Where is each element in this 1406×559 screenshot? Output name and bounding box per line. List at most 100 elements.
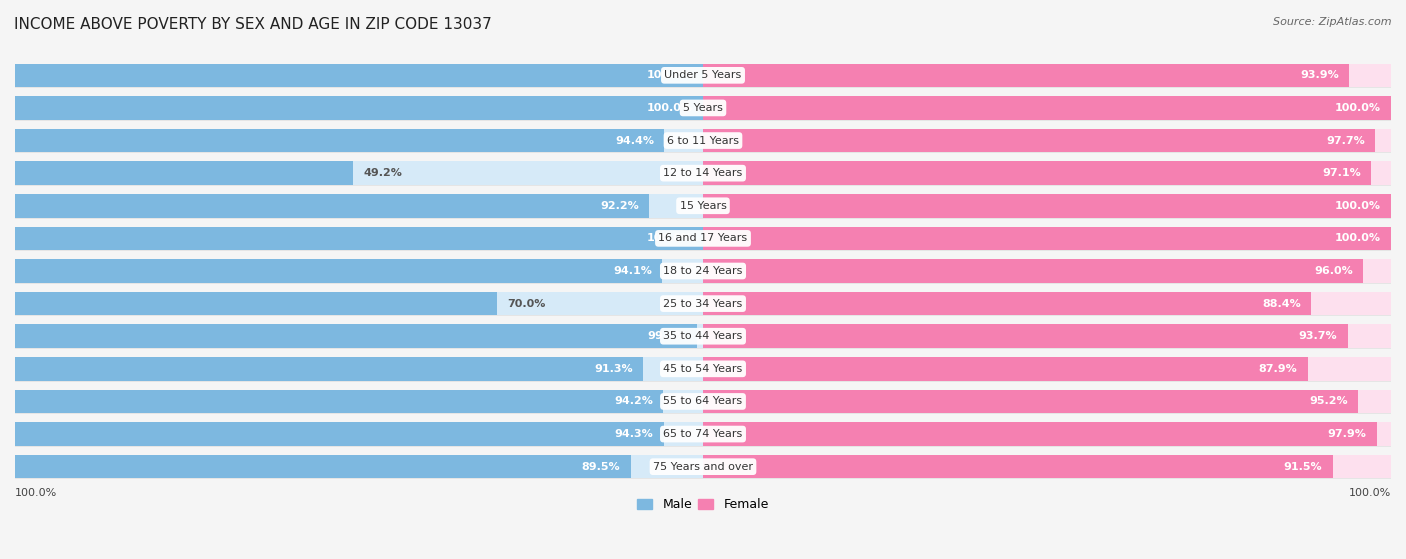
Bar — [703, 226, 1391, 250]
Text: 94.1%: 94.1% — [613, 266, 652, 276]
Bar — [15, 194, 703, 217]
Bar — [703, 162, 1391, 185]
Text: 88.4%: 88.4% — [1263, 299, 1301, 309]
Text: 5 Years: 5 Years — [683, 103, 723, 113]
Bar — [703, 324, 1348, 348]
Bar — [703, 259, 1391, 283]
Legend: Male, Female: Male, Female — [633, 493, 773, 517]
Bar — [703, 422, 1376, 446]
Text: 99.1%: 99.1% — [648, 331, 686, 341]
Text: 25 to 34 Years: 25 to 34 Years — [664, 299, 742, 309]
Bar — [15, 194, 1391, 217]
Bar — [15, 129, 1391, 152]
Bar — [703, 422, 1391, 446]
Bar — [703, 226, 1391, 250]
Text: Source: ZipAtlas.com: Source: ZipAtlas.com — [1274, 17, 1392, 27]
Bar — [15, 357, 1391, 381]
Text: 91.5%: 91.5% — [1284, 462, 1322, 472]
Bar — [15, 324, 697, 348]
Bar — [15, 64, 1391, 87]
Text: 6 to 11 Years: 6 to 11 Years — [666, 135, 740, 145]
Bar — [15, 226, 703, 250]
Bar — [703, 194, 1391, 217]
Text: 100.0%: 100.0% — [647, 103, 693, 113]
Bar — [15, 64, 703, 87]
Text: 65 to 74 Years: 65 to 74 Years — [664, 429, 742, 439]
Bar — [15, 357, 643, 381]
Text: 92.2%: 92.2% — [600, 201, 638, 211]
Bar — [15, 422, 1391, 446]
Text: 94.4%: 94.4% — [616, 135, 654, 145]
Bar — [15, 96, 703, 120]
Text: 55 to 64 Years: 55 to 64 Years — [664, 396, 742, 406]
Bar — [703, 259, 1364, 283]
Text: 100.0%: 100.0% — [1334, 201, 1381, 211]
Text: INCOME ABOVE POVERTY BY SEX AND AGE IN ZIP CODE 13037: INCOME ABOVE POVERTY BY SEX AND AGE IN Z… — [14, 17, 492, 32]
Text: 94.3%: 94.3% — [614, 429, 654, 439]
Text: 95.2%: 95.2% — [1309, 396, 1348, 406]
Bar — [703, 64, 1391, 87]
Bar — [15, 292, 496, 315]
Text: 100.0%: 100.0% — [15, 488, 58, 498]
Text: 91.3%: 91.3% — [595, 364, 633, 374]
Bar — [15, 422, 703, 446]
Text: 100.0%: 100.0% — [1348, 488, 1391, 498]
Bar — [15, 324, 1391, 348]
Bar — [15, 259, 662, 283]
Bar — [15, 390, 1391, 413]
Bar — [15, 292, 703, 315]
Bar — [15, 129, 703, 152]
Text: 93.7%: 93.7% — [1299, 331, 1337, 341]
Text: 12 to 14 Years: 12 to 14 Years — [664, 168, 742, 178]
Bar — [15, 390, 703, 413]
Bar — [15, 194, 650, 217]
Bar — [703, 390, 1391, 413]
Bar — [703, 292, 1391, 315]
Bar — [15, 259, 703, 283]
Text: 97.7%: 97.7% — [1326, 135, 1365, 145]
Bar — [703, 292, 1312, 315]
Bar — [15, 455, 631, 479]
Bar — [703, 162, 1371, 185]
Bar — [703, 390, 1358, 413]
Bar — [15, 292, 1391, 315]
Text: 97.9%: 97.9% — [1327, 429, 1367, 439]
Text: 87.9%: 87.9% — [1258, 364, 1298, 374]
Text: 49.2%: 49.2% — [364, 168, 402, 178]
Bar — [15, 259, 1391, 283]
Text: 75 Years and over: 75 Years and over — [652, 462, 754, 472]
Text: Under 5 Years: Under 5 Years — [665, 70, 741, 80]
Bar — [15, 129, 665, 152]
Text: 89.5%: 89.5% — [582, 462, 620, 472]
Bar — [15, 390, 664, 413]
Text: 94.2%: 94.2% — [614, 396, 652, 406]
Text: 100.0%: 100.0% — [1334, 234, 1381, 243]
Bar — [15, 324, 703, 348]
Bar — [15, 226, 1391, 250]
Bar — [703, 96, 1391, 120]
Text: 96.0%: 96.0% — [1315, 266, 1353, 276]
Bar — [703, 129, 1391, 152]
Text: 70.0%: 70.0% — [508, 299, 546, 309]
Bar — [15, 226, 703, 250]
Bar — [703, 324, 1391, 348]
Text: 100.0%: 100.0% — [647, 234, 693, 243]
Bar — [703, 96, 1391, 120]
Bar — [15, 162, 1391, 185]
Text: 93.9%: 93.9% — [1301, 70, 1339, 80]
Text: 16 and 17 Years: 16 and 17 Years — [658, 234, 748, 243]
Bar — [15, 162, 353, 185]
Text: 15 Years: 15 Years — [679, 201, 727, 211]
Text: 35 to 44 Years: 35 to 44 Years — [664, 331, 742, 341]
Bar — [15, 96, 1391, 120]
Text: 100.0%: 100.0% — [647, 70, 693, 80]
Bar — [15, 455, 703, 479]
Bar — [15, 64, 703, 87]
Bar — [703, 357, 1308, 381]
Text: 100.0%: 100.0% — [1334, 103, 1381, 113]
Bar — [703, 194, 1391, 217]
Bar — [703, 64, 1348, 87]
Text: 45 to 54 Years: 45 to 54 Years — [664, 364, 742, 374]
Bar — [703, 129, 1375, 152]
Bar — [15, 422, 664, 446]
